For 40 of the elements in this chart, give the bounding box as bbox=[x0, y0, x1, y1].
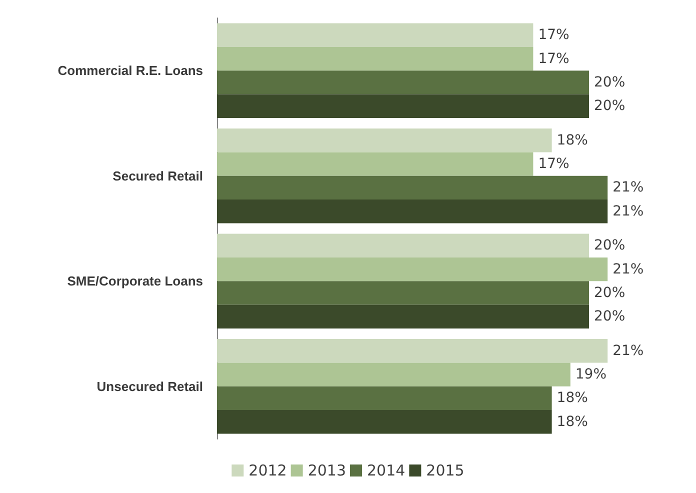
legend-label: 2013 bbox=[308, 462, 346, 480]
y-tick-label: Secured Retail bbox=[112, 168, 203, 184]
y-tick-label: SME/Corporate Loans bbox=[67, 274, 203, 289]
data-label: 20% bbox=[594, 284, 626, 301]
data-label: 19% bbox=[575, 366, 607, 383]
bar bbox=[217, 386, 552, 410]
bar bbox=[217, 152, 534, 176]
data-label: 21% bbox=[612, 261, 644, 278]
bar bbox=[217, 234, 589, 258]
bar bbox=[217, 257, 608, 282]
legend-label: 2015 bbox=[426, 462, 464, 480]
data-label: 20% bbox=[594, 238, 626, 254]
bar bbox=[217, 281, 589, 305]
bar bbox=[217, 200, 608, 224]
data-label: 21% bbox=[612, 180, 644, 196]
data-label: 18% bbox=[556, 390, 588, 406]
bar bbox=[217, 304, 589, 328]
bar bbox=[217, 176, 608, 200]
bar bbox=[217, 339, 608, 363]
data-label: 17% bbox=[538, 50, 570, 67]
data-label: 20% bbox=[594, 98, 626, 114]
legend-label: 2014 bbox=[367, 462, 406, 480]
bar bbox=[217, 70, 589, 94]
data-label: 17% bbox=[538, 156, 570, 172]
data-label: 21% bbox=[612, 342, 644, 359]
bar bbox=[217, 94, 589, 118]
y-tick-label: Commercial R.E. Loans bbox=[58, 63, 203, 78]
bar bbox=[217, 410, 552, 434]
data-label: 20% bbox=[594, 74, 626, 90]
bar bbox=[217, 46, 534, 71]
bar bbox=[217, 362, 570, 386]
legend-label: 2012 bbox=[248, 462, 287, 480]
data-label: 21% bbox=[612, 203, 644, 220]
bar bbox=[217, 128, 552, 152]
data-label: 18% bbox=[556, 132, 588, 148]
data-label: 18% bbox=[556, 414, 588, 430]
bar bbox=[217, 23, 534, 47]
data-label: 20% bbox=[594, 308, 626, 325]
data-label: 17% bbox=[538, 27, 570, 44]
y-tick-label: Unsecured Retail bbox=[96, 378, 203, 394]
